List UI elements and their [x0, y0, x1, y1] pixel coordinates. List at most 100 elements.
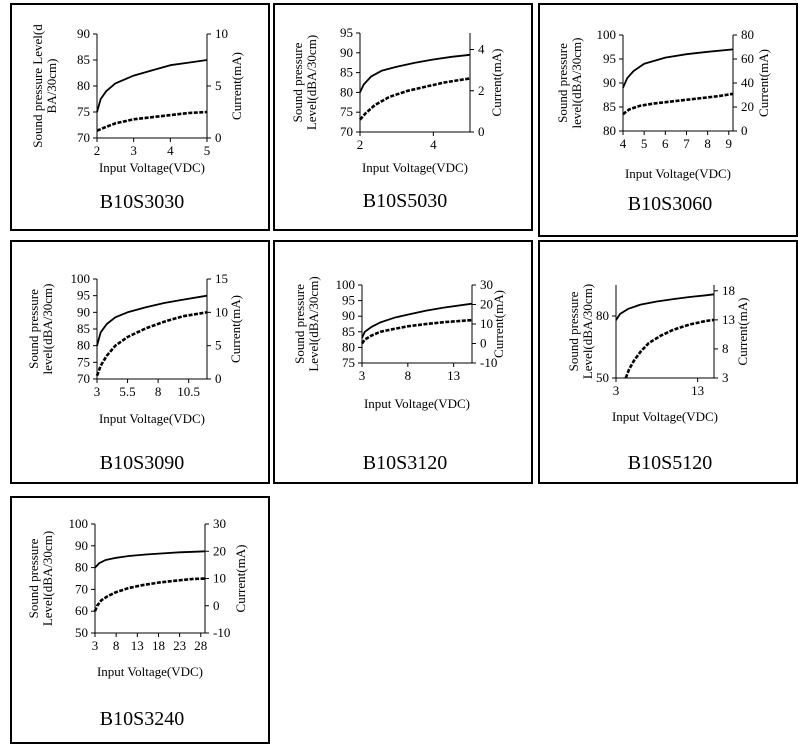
series-line-sound-pressure — [622, 48, 734, 89]
y-tick-label: 90 — [340, 45, 353, 60]
y2-tick-label: 13 — [722, 312, 735, 327]
y-tick-label: 80 — [596, 308, 609, 323]
y-axis-label: Sound pressure — [290, 42, 305, 122]
y-tick-label: 80 — [77, 338, 90, 353]
y2-tick-label: 20 — [741, 99, 754, 114]
y-tick-label: 90 — [77, 304, 90, 319]
y2-axis-label: Current(mA) — [735, 298, 750, 366]
series-line-sound-pressure — [361, 302, 473, 339]
series-line-current — [359, 77, 471, 121]
x-tick-label: 8 — [113, 638, 120, 653]
model-name: B10S3060 — [628, 193, 712, 215]
y-tick-label: 95 — [342, 293, 355, 308]
x-axis-label: Input Voltage(VDC) — [99, 411, 205, 426]
x-tick-label: 3 — [359, 368, 366, 383]
x-tick-label: 3 — [613, 383, 620, 398]
x-tick-label: 8 — [155, 384, 162, 399]
y-tick-label: 90 — [342, 308, 355, 323]
y-tick-label: 100 — [71, 271, 91, 286]
chart-panel-b10s5120: 50 80 3 8 13 18 3 13 Input Voltage(VDC) Sound pre… — [538, 240, 798, 484]
chart-panel-b10s3060: 80 85 90 95 100 0 20 40 60 80 4 5 6 7 8 9 Input Voltage(… — [538, 3, 798, 237]
y-tick-label: 90 — [75, 538, 88, 553]
y2-axis-label: Current(mA) — [756, 49, 771, 117]
y2-axis-label: Current(mA) — [491, 290, 506, 358]
model-name: B10S3120 — [363, 452, 447, 474]
y2-axis-label: Current(mA) — [229, 52, 244, 120]
y2-tick-label: -10 — [480, 355, 497, 370]
y2-tick-label: 8 — [722, 341, 729, 356]
y-axis-label: Level(dBA/30cm) — [580, 284, 595, 379]
y-tick-label: 80 — [603, 123, 616, 138]
x-axis-label: Input Voltage(VDC) — [97, 664, 203, 679]
y2-tick-label: 0 — [741, 123, 748, 138]
y-axis-label: Level(dBA/30cm) — [306, 276, 321, 371]
x-tick-label: 3 — [130, 143, 137, 158]
x-tick-label: 4 — [620, 136, 627, 151]
x-tick-label: 8 — [405, 368, 412, 383]
y2-tick-label: 80 — [741, 27, 754, 42]
y2-tick-label: 18 — [722, 283, 735, 298]
series-line-sound-pressure — [94, 550, 206, 569]
y2-tick-label: 10 — [215, 26, 228, 41]
chart-panel-b10s3090: 70 75 80 85 90 95 100 0 5 10 15 3 5.5 8 10.5 Input Volt… — [10, 240, 270, 484]
chart-panel-b10s3120: 75 80 85 90 95 100 -10 0 10 20 30 3 8 13 Input Voltage… — [273, 240, 533, 484]
series-line-current — [95, 311, 208, 377]
model-name: B10S3240 — [100, 708, 184, 730]
y-tick-label: 90 — [77, 26, 90, 41]
y2-tick-label: 0 — [478, 124, 485, 139]
chart-svg: 70 75 80 85 90 95 0 2 4 2 4 Input Voltage(VDC) Sound… — [290, 25, 504, 212]
y2-tick-label: 20 — [480, 297, 493, 312]
y2-tick-label: 40 — [741, 75, 754, 90]
y-axis-label: level(dBA/30cm) — [569, 38, 584, 129]
x-tick-label: 5.5 — [119, 384, 135, 399]
x-tick-label: 3 — [94, 384, 101, 399]
x-tick-label: 13 — [131, 638, 144, 653]
y2-tick-label: 5 — [215, 78, 222, 93]
y-axis-label: Sound pressure Level(d — [30, 24, 45, 148]
y2-tick-label: -10 — [213, 625, 230, 640]
y2-tick-label: 2 — [478, 83, 485, 98]
x-tick-label: 18 — [152, 638, 165, 653]
y-tick-label: 70 — [77, 371, 90, 386]
y-axis-label: Level(dBA/30cm) — [304, 35, 319, 130]
y-tick-label: 100 — [336, 277, 356, 292]
y2-tick-label: 5 — [215, 338, 222, 353]
series-line-sound-pressure — [615, 293, 715, 321]
x-tick-label: 3 — [92, 638, 99, 653]
y-tick-label: 70 — [77, 130, 90, 145]
y2-axis-label: Current(mA) — [233, 545, 248, 613]
y-tick-label: 75 — [77, 354, 90, 369]
series-line-current — [624, 318, 715, 379]
x-tick-label: 6 — [662, 136, 669, 151]
y-tick-label: 100 — [69, 516, 89, 531]
x-axis-label: Input Voltage(VDC) — [99, 160, 205, 175]
y-tick-label: 70 — [340, 124, 353, 139]
y2-tick-label: 30 — [480, 277, 493, 292]
y-tick-label: 75 — [340, 104, 353, 119]
series-line-current — [93, 577, 206, 612]
y2-tick-label: 15 — [215, 271, 228, 286]
x-axis-label: Input Voltage(VDC) — [362, 160, 468, 175]
y-tick-label: 85 — [342, 324, 355, 339]
y-tick-label: 80 — [77, 78, 90, 93]
x-tick-label: 23 — [173, 638, 186, 653]
chart-svg: 80 85 90 95 100 0 20 40 60 80 4 5 6 7 8 9 Input Voltage(… — [555, 27, 771, 215]
y2-tick-label: 20 — [213, 543, 226, 558]
chart-panel-b10s3240: 50 60 70 80 90 100 -10 0 10 20 30 3 8 13 18 23 28 Input V… — [10, 496, 270, 744]
model-name: B10S3090 — [100, 452, 184, 474]
x-tick-label: 4 — [430, 137, 437, 152]
y-tick-label: 60 — [75, 603, 88, 618]
x-tick-label: 2 — [94, 143, 101, 158]
y2-tick-label: 10 — [480, 316, 493, 331]
y-axis-label: Sound pressure — [26, 538, 41, 618]
x-tick-label: 10.5 — [177, 384, 200, 399]
y-tick-label: 85 — [77, 321, 90, 336]
series-line-sound-pressure — [359, 53, 471, 93]
model-name: B10S5120 — [628, 452, 712, 474]
x-tick-label: 5 — [204, 143, 211, 158]
series-line-sound-pressure — [96, 59, 208, 113]
series-line-sound-pressure — [96, 294, 208, 346]
series-line-current — [96, 110, 208, 132]
chart-svg: 50 60 70 80 90 100 -10 0 10 20 30 3 8 13 18 23 28 Input V… — [26, 516, 248, 730]
